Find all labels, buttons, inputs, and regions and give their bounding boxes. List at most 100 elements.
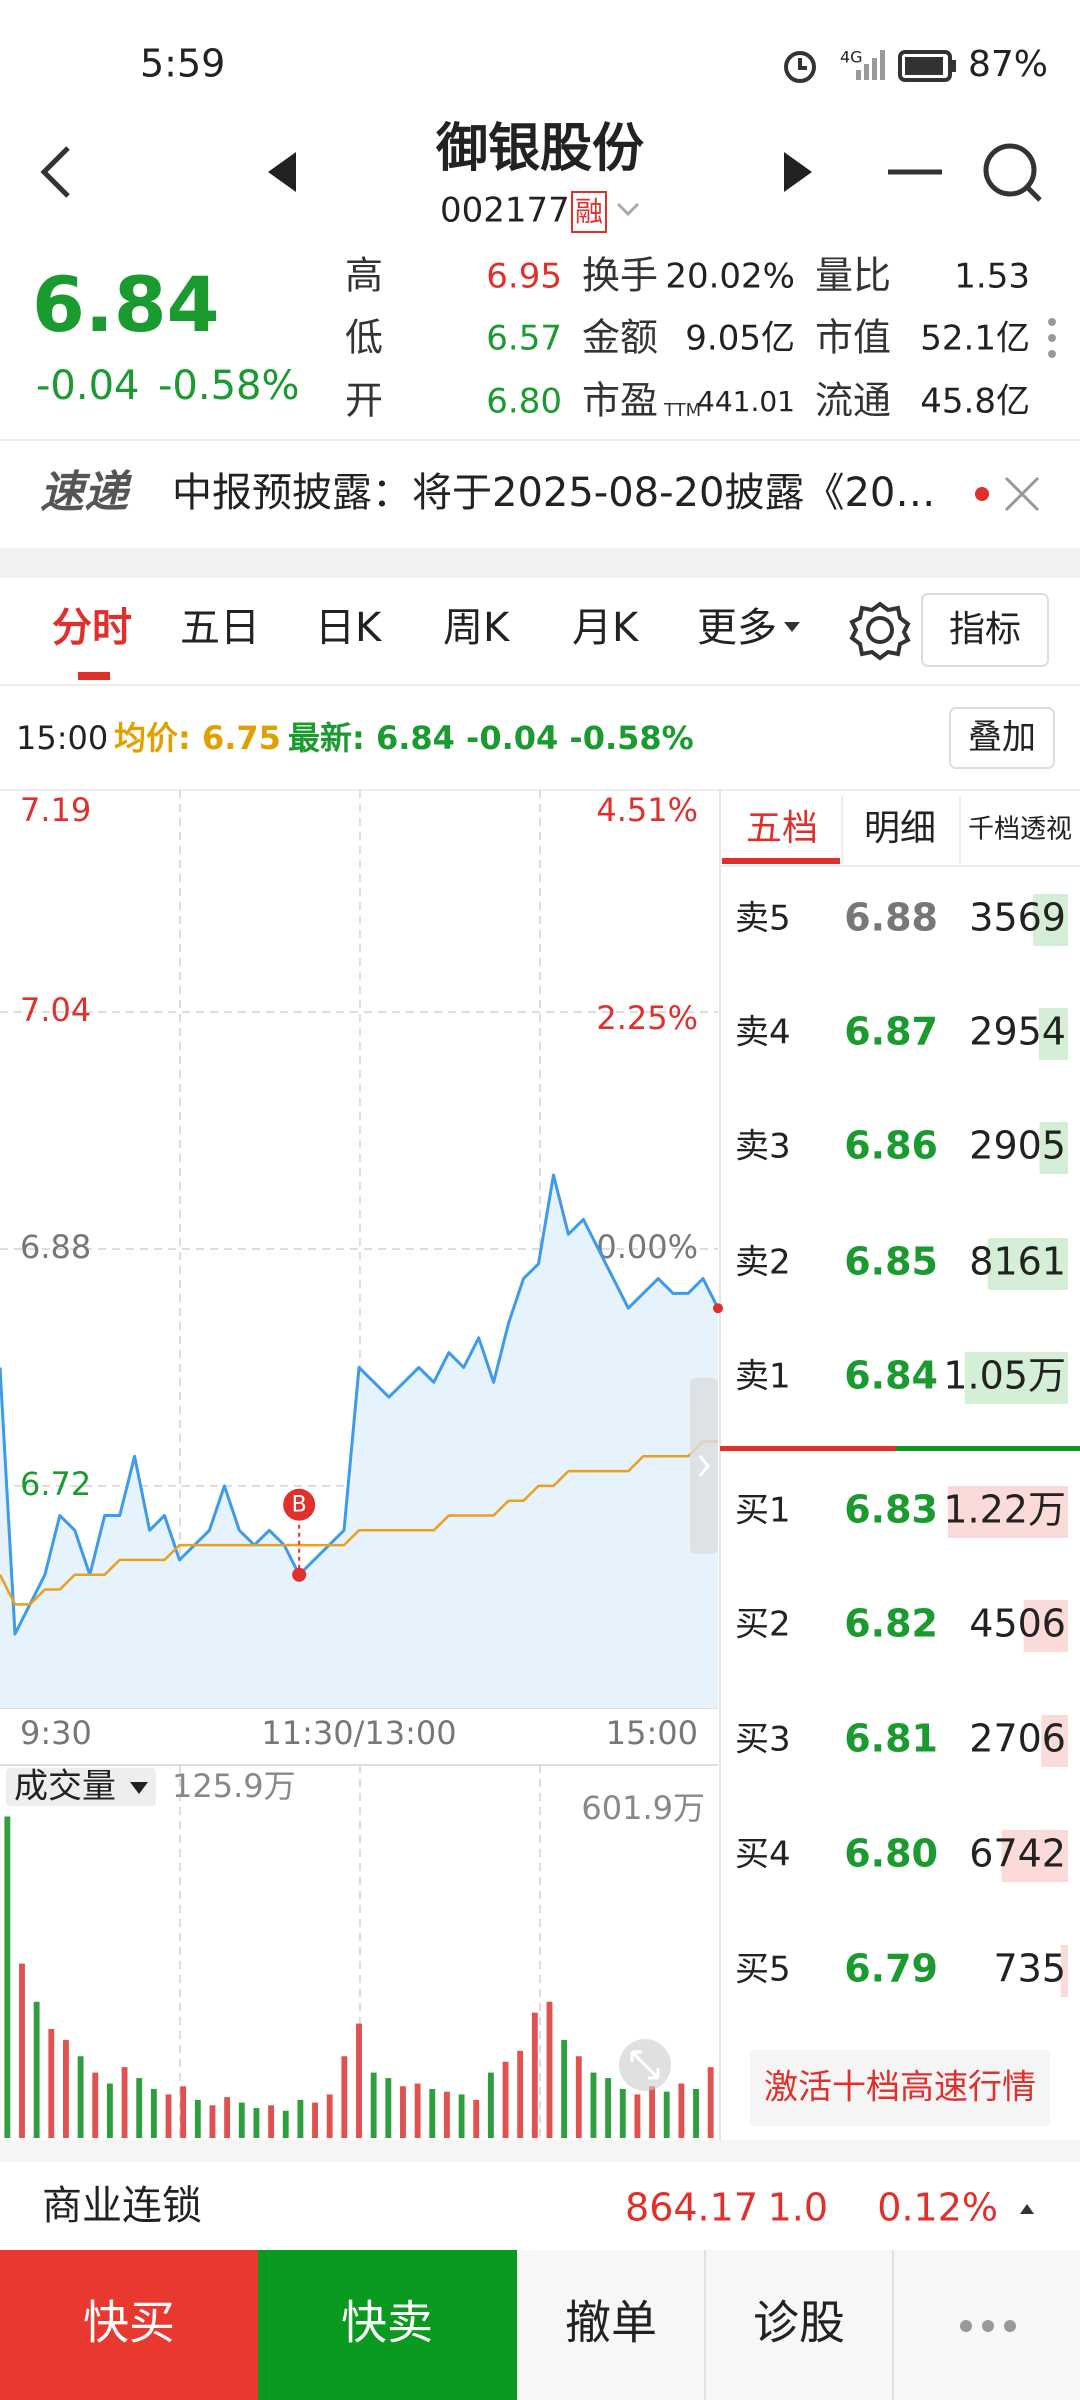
section-gap <box>0 2140 1080 2162</box>
volume-bar <box>282 2110 289 2138</box>
stat-label: 流通 <box>815 379 891 423</box>
volume-title[interactable]: 成交量 <box>14 1767 116 1807</box>
chart-tab[interactable]: 周K <box>443 605 511 651</box>
chart-tab[interactable]: 月K <box>572 605 640 651</box>
avg-line <box>0 1440 718 1606</box>
stat-label: 换手 <box>582 254 658 298</box>
index-expand[interactable] <box>1020 2204 1034 2214</box>
stock-name: 御银股份 <box>435 119 644 179</box>
book-price: 6.80 <box>844 1832 938 1876</box>
y2-tick-label: 0.00% <box>596 1228 698 1266</box>
y-tick-label: 7.19 <box>20 791 91 829</box>
price-change: -0.04 <box>36 363 140 409</box>
news-dot <box>975 487 989 501</box>
volume-bar <box>326 2094 333 2138</box>
volume-bar <box>194 2099 201 2138</box>
volume-current: 125.9万 <box>172 1767 296 1805</box>
info-latest: 最新: 6.84 -0.04 -0.58% <box>288 719 694 757</box>
volume-bar <box>341 2056 348 2138</box>
stat-label: 低 <box>345 316 383 360</box>
tab-underline <box>78 672 110 680</box>
volume-bar <box>663 2091 670 2138</box>
volume-bar <box>400 2086 406 2138</box>
news-logo: 速递 <box>40 467 133 518</box>
activate-box[interactable] <box>750 2050 1050 2126</box>
book-label: 买4 <box>735 1835 791 1875</box>
stat-label: 市值 <box>815 316 891 360</box>
news-text[interactable]: 中报预披露：将于2025-08-20披露《20… <box>172 470 935 516</box>
volume-bar <box>649 2086 655 2138</box>
price-change-pct: -0.58% <box>158 363 300 409</box>
book-tab[interactable]: 千档透视 <box>968 815 1072 845</box>
chart-tab[interactable]: 五日 <box>180 605 260 651</box>
book-label: 卖5 <box>735 899 791 939</box>
book-tab[interactable]: 明细 <box>864 808 936 849</box>
quick-buy-bg[interactable] <box>0 2250 258 2400</box>
quick-buy[interactable]: 快买 <box>83 2296 175 2350</box>
chart-tab[interactable]: 更多 <box>697 605 777 651</box>
book-volume: 2905 <box>969 1124 1066 1168</box>
volume-bar <box>209 2105 216 2138</box>
section-gap <box>0 548 1080 578</box>
index-name[interactable]: 商业连锁 <box>42 2183 202 2229</box>
y2-tick-label: 4.51% <box>596 791 698 829</box>
indicator-box[interactable] <box>921 593 1049 667</box>
expand-arrow[interactable] <box>616 202 640 217</box>
indicator-button[interactable]: 指标 <box>949 609 1021 650</box>
more-dots[interactable] <box>1048 318 1056 358</box>
book-split-red <box>720 1446 896 1451</box>
stat-label: 量比 <box>815 254 891 298</box>
volume-bar <box>370 2072 377 2138</box>
stat-label-sub: TTM <box>663 400 701 421</box>
quick-sell-bg[interactable] <box>258 2250 517 2400</box>
book-split-green <box>896 1446 1080 1451</box>
book-label: 卖4 <box>735 1013 791 1053</box>
status-icons <box>784 50 956 83</box>
overlay-button[interactable]: 叠加 <box>968 718 1036 758</box>
side-handle-arrow <box>698 1455 710 1477</box>
volume-bar <box>619 2088 626 2138</box>
volume-bar <box>531 2012 538 2138</box>
expand-icon[interactable] <box>619 2039 671 2091</box>
volume-tag[interactable] <box>6 1768 156 1806</box>
volume-bar <box>77 2056 84 2138</box>
depth-bar <box>1032 894 1068 946</box>
settings-button[interactable] <box>849 601 911 661</box>
news-close[interactable] <box>1004 476 1040 512</box>
book-volume: 3569 <box>969 896 1066 940</box>
depth-bar <box>1023 1600 1068 1652</box>
next-stock[interactable] <box>784 152 812 192</box>
more-actions[interactable] <box>960 2320 1016 2332</box>
volume-bar <box>385 2078 392 2138</box>
prev-stock[interactable] <box>268 152 296 192</box>
volume-bar <box>443 2091 450 2138</box>
activate-button[interactable]: 激活十档高速行情 <box>764 2068 1036 2108</box>
overlay-box[interactable] <box>949 707 1055 769</box>
volume-bar <box>19 1963 25 2138</box>
depth-bar <box>1041 1715 1068 1767</box>
cancel-order[interactable]: 撤单 <box>565 2296 657 2350</box>
book-label: 买5 <box>735 1950 791 1990</box>
chart-tab[interactable]: 分时 <box>52 605 132 651</box>
volume-bar <box>121 2067 128 2138</box>
search-button[interactable] <box>983 143 1042 202</box>
book-volume: 735 <box>993 1947 1066 1991</box>
volume-bar <box>502 2061 509 2138</box>
annotation-point <box>292 1567 307 1582</box>
depth-bar <box>1039 1122 1068 1174</box>
back-button[interactable] <box>40 146 70 198</box>
stat-value: 1.53 <box>954 257 1030 297</box>
book-tab[interactable]: 五档 <box>746 808 818 849</box>
volume-bar <box>590 2072 597 2138</box>
chart-tab[interactable]: 日K <box>315 605 383 651</box>
quick-sell[interactable]: 快卖 <box>341 2296 433 2350</box>
index-change: 1.0 <box>768 2186 828 2230</box>
volume-bar <box>180 2086 187 2138</box>
side-handle[interactable] <box>690 1378 718 1554</box>
diagnose[interactable]: 诊股 <box>753 2296 845 2350</box>
stat-label: 市盈 <box>582 379 658 423</box>
volume-chart: 601.9万 <box>4 1789 714 2138</box>
price-chart: 7.197.046.886.726.574.51%2.25%0.00%-2.25… <box>0 791 723 1752</box>
book-price: 6.87 <box>844 1010 938 1054</box>
volume-bar <box>33 2001 40 2138</box>
